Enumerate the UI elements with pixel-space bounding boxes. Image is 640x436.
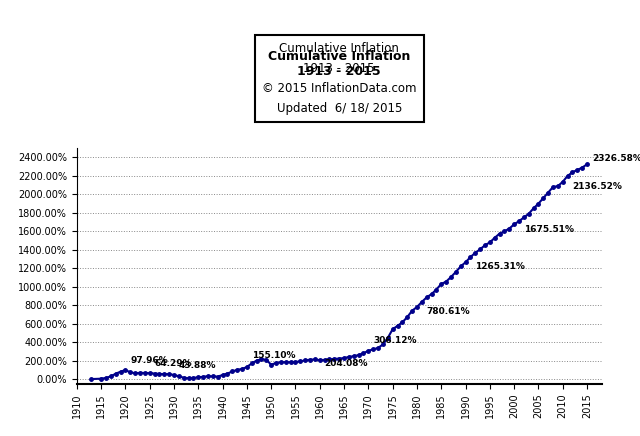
Text: 306.12%: 306.12% <box>373 336 417 345</box>
Text: 1675.51%: 1675.51% <box>524 225 574 234</box>
Text: 780.61%: 780.61% <box>427 307 470 316</box>
Text: 43.88%: 43.88% <box>179 361 216 370</box>
Text: 2136.52%: 2136.52% <box>572 182 622 191</box>
Text: Cumulative Inflation
1913 - 2015
© 2015 InflationData.com
Updated  6/ 18/ 2015: Cumulative Inflation 1913 - 2015 © 2015 … <box>262 42 417 115</box>
Text: 1265.31%: 1265.31% <box>476 262 525 272</box>
Text: 64.29%: 64.29% <box>154 359 192 368</box>
Text: 155.10%: 155.10% <box>252 351 295 360</box>
Text: Cumulative Inflation: Cumulative Inflation <box>268 50 410 63</box>
Text: 97.96%: 97.96% <box>131 356 168 365</box>
Text: 204.08%: 204.08% <box>324 358 368 368</box>
Text: 2326.58%: 2326.58% <box>592 154 640 164</box>
Text: 1913 - 2015: 1913 - 2015 <box>298 65 381 78</box>
